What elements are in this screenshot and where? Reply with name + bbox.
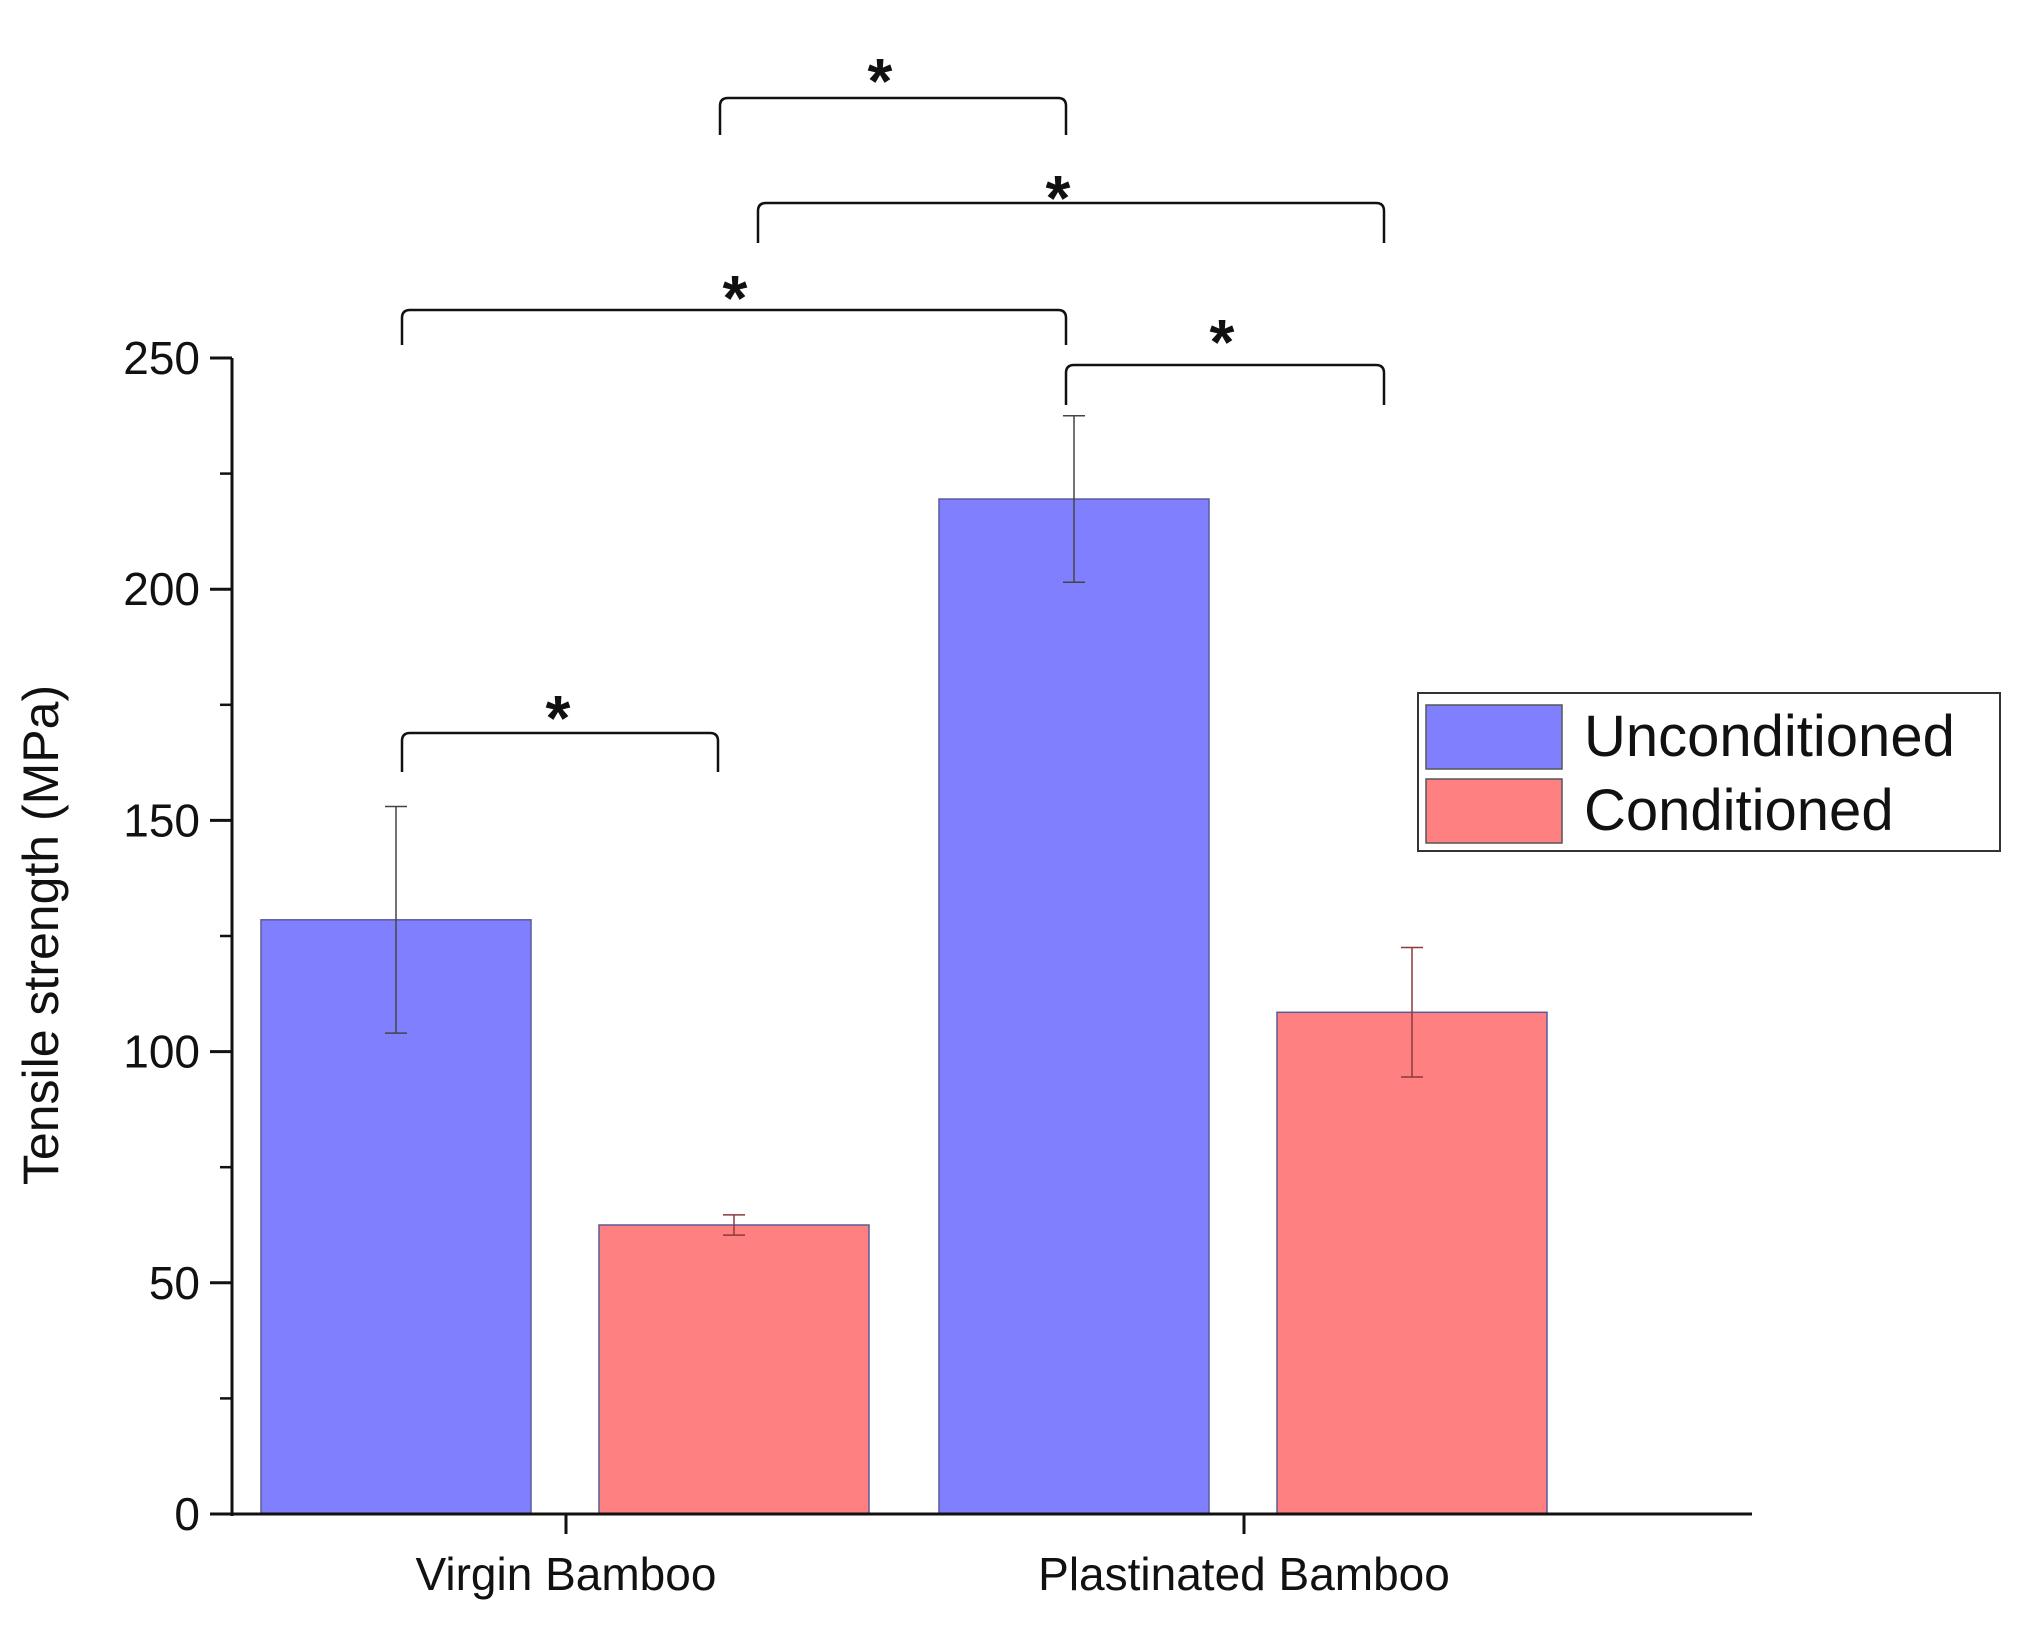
y-tick-label-0: 0 bbox=[174, 1488, 200, 1540]
y-tick-label-200: 200 bbox=[123, 563, 200, 615]
legend-swatch-1 bbox=[1425, 778, 1563, 844]
bar-conditioned-1 bbox=[1276, 1011, 1548, 1515]
significance-bracket-4 bbox=[718, 96, 1068, 135]
legend-label-0: Unconditioned bbox=[1584, 704, 1955, 769]
legend-swatch-0 bbox=[1425, 704, 1563, 770]
bars-layer bbox=[260, 498, 1548, 1515]
legend-label-1: Conditioned bbox=[1584, 778, 1894, 843]
x-category-label-1: Plastinated Bamboo bbox=[1038, 1548, 1450, 1600]
y-axis-title: Tensile strength (MPa) bbox=[13, 685, 69, 1185]
significance-bracket-0 bbox=[400, 731, 720, 772]
legend: Unconditioned Conditioned bbox=[1417, 692, 2001, 852]
significance-bracket-2 bbox=[1064, 363, 1386, 405]
significance-layer: * * * * * bbox=[400, 45, 1386, 772]
significance-star-1: * bbox=[723, 262, 748, 334]
significance-star-3: * bbox=[1046, 162, 1071, 234]
significance-bracket-1 bbox=[400, 308, 1068, 345]
bar-conditioned-0 bbox=[598, 1224, 870, 1515]
significance-star-2: * bbox=[1210, 306, 1235, 378]
x-category-label-0: Virgin Bamboo bbox=[416, 1548, 717, 1600]
significance-star-0: * bbox=[546, 682, 571, 754]
error-bars-layer bbox=[385, 415, 1423, 1236]
bar-unconditioned-1 bbox=[938, 498, 1210, 1515]
significance-star-4: * bbox=[868, 45, 893, 117]
y-tick-label-100: 100 bbox=[123, 1026, 200, 1078]
y-tick-label-250: 250 bbox=[123, 332, 200, 384]
significance-bracket-3 bbox=[756, 201, 1386, 243]
y-tick-label-150: 150 bbox=[123, 794, 200, 846]
y-tick-label-50: 50 bbox=[149, 1257, 200, 1309]
axes-layer: 0 50 100 150 200 250 Virgin Bamboo Plastinated … bbox=[123, 332, 1752, 1600]
